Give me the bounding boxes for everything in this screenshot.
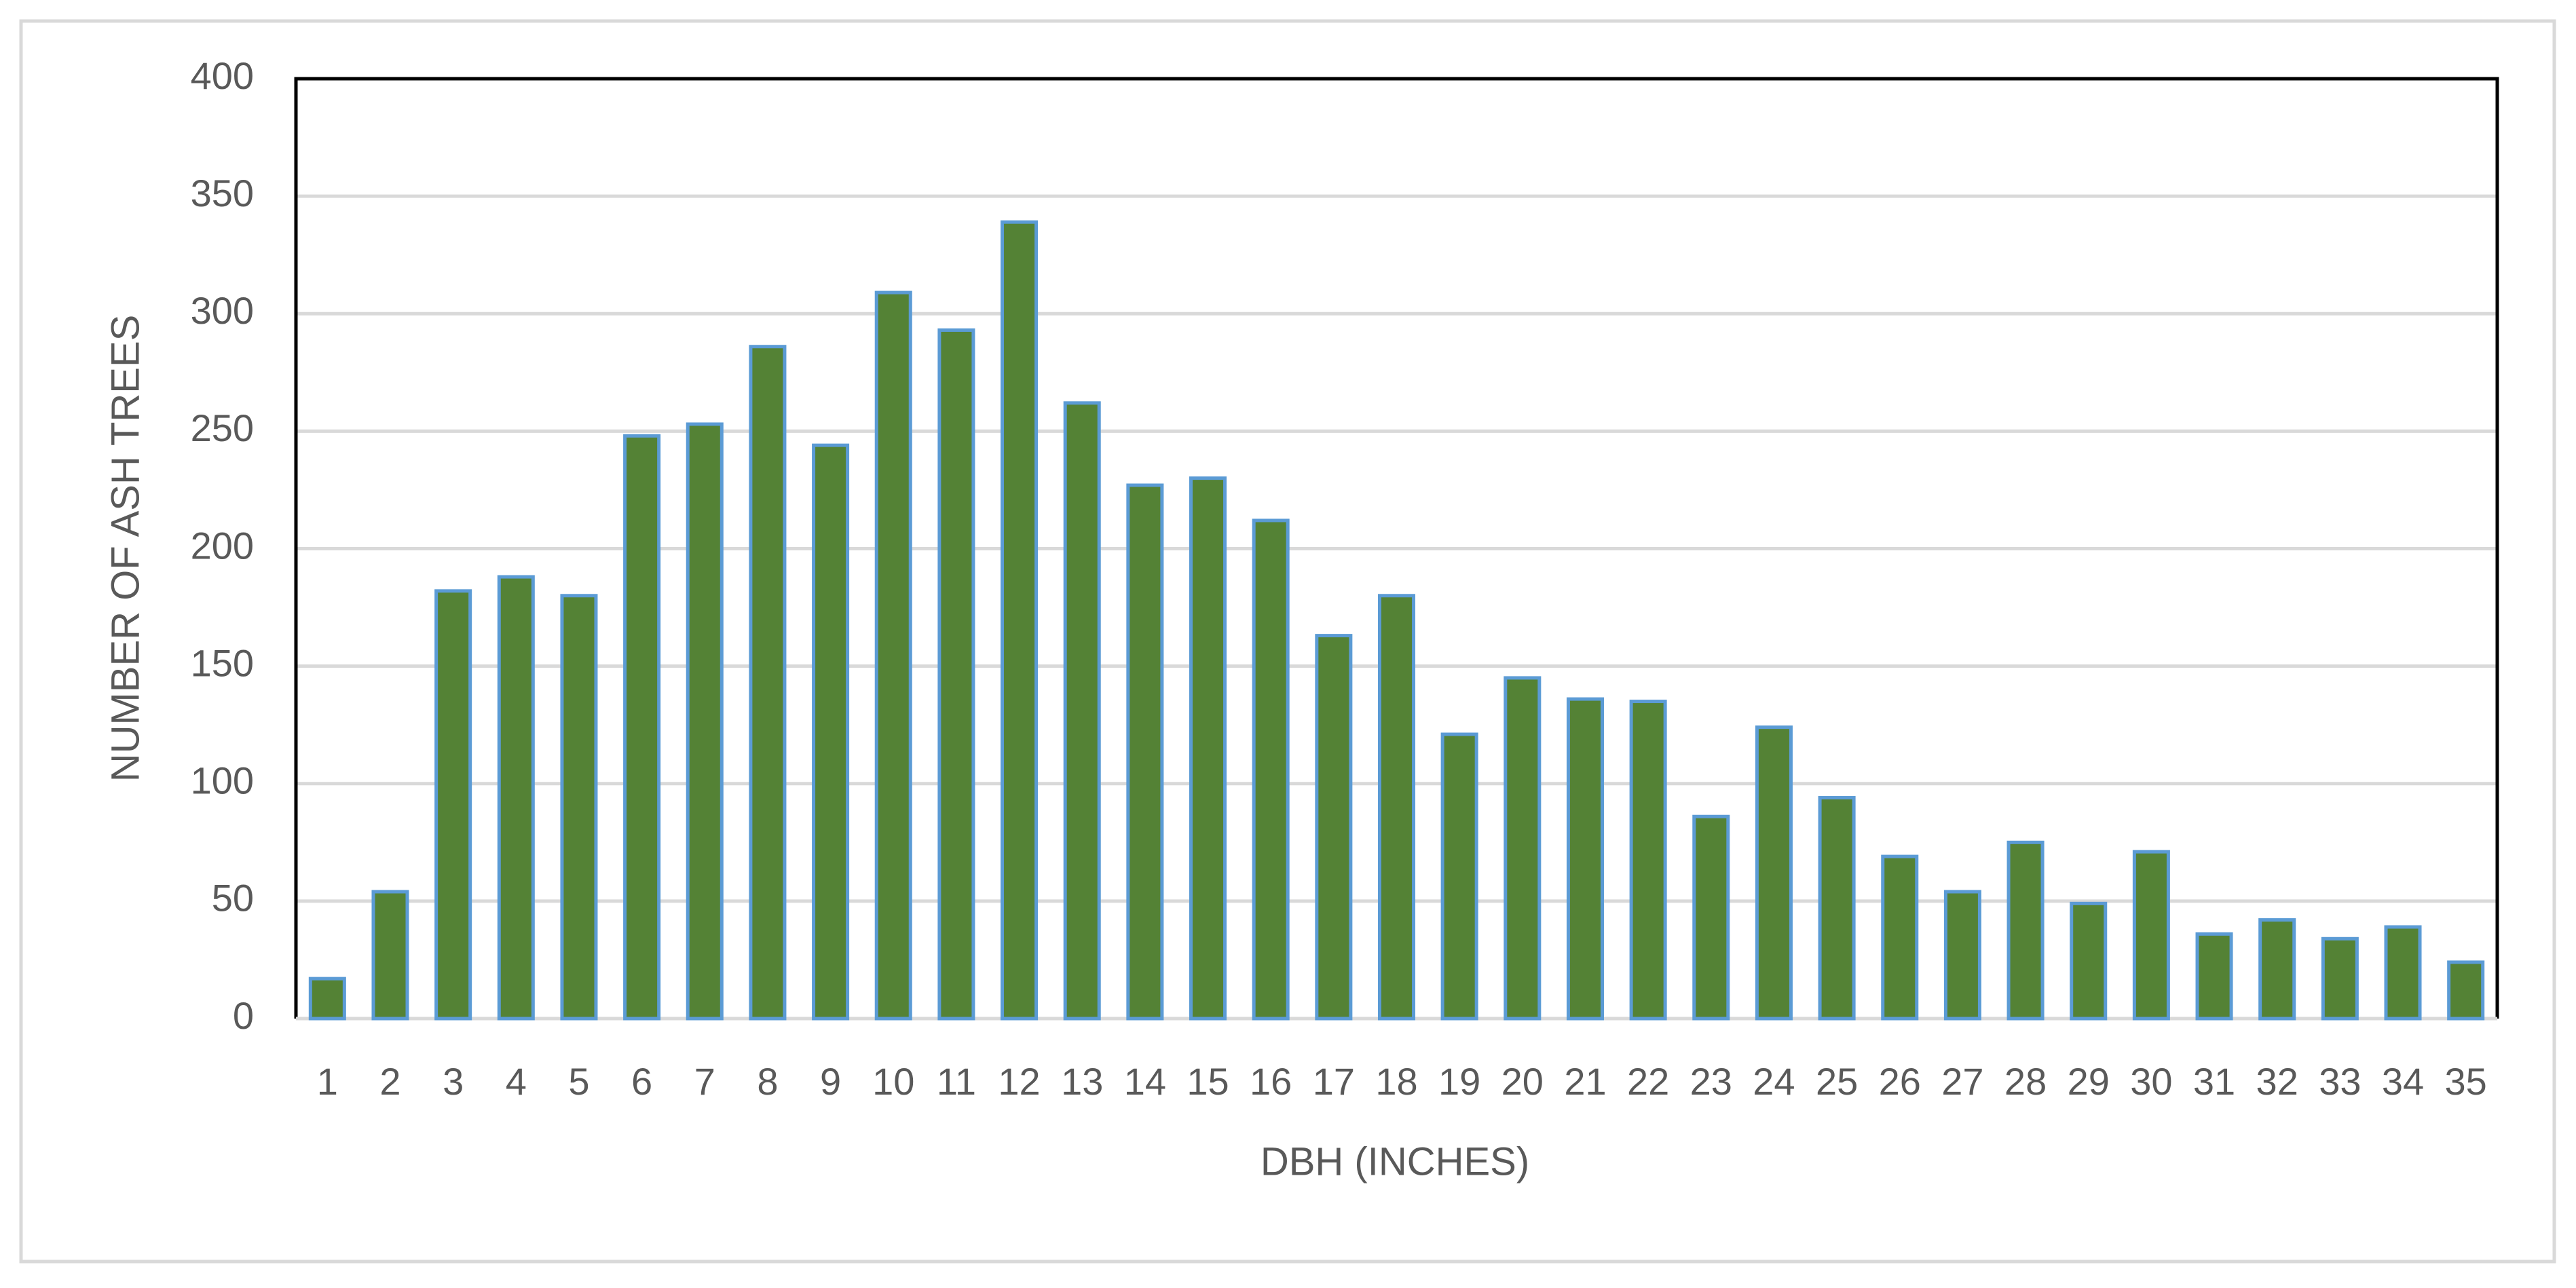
x-tick-label: 29: [2068, 1060, 2110, 1103]
bar: [1252, 518, 1290, 1021]
x-tick-label: 25: [1816, 1060, 1858, 1103]
x-tick-label: 11: [937, 1060, 976, 1103]
bar: [686, 422, 724, 1021]
bar: [1001, 220, 1039, 1021]
bar: [560, 594, 598, 1021]
y-tick-label: 50: [212, 877, 254, 920]
x-tick-label: 23: [1690, 1060, 1732, 1103]
x-tick-label: 6: [631, 1060, 652, 1103]
x-tick-label: 28: [2004, 1060, 2047, 1103]
x-tick-label: 13: [1061, 1060, 1103, 1103]
x-tick-label: 8: [757, 1060, 778, 1103]
bar: [1504, 676, 1542, 1021]
bar: [812, 443, 850, 1021]
x-tick-label: 4: [506, 1060, 527, 1103]
x-tick-label: 18: [1375, 1060, 1417, 1103]
x-tick-label: 20: [1501, 1060, 1544, 1103]
x-tick-label: 1: [317, 1060, 338, 1103]
y-tick-label: 300: [191, 289, 254, 332]
bar: [2006, 840, 2045, 1021]
x-tick-label: 10: [872, 1060, 914, 1103]
bar: [937, 328, 975, 1021]
bar: [2321, 936, 2359, 1021]
x-tick-label: 15: [1187, 1060, 1229, 1103]
bar: [308, 977, 346, 1021]
x-tick-label: 34: [2382, 1060, 2424, 1103]
x-tick-label: 33: [2319, 1060, 2361, 1103]
bar: [2447, 960, 2485, 1021]
bar: [749, 345, 787, 1021]
x-tick-label: 26: [1879, 1060, 1921, 1103]
bar: [1315, 634, 1353, 1021]
x-tick-label: 27: [1941, 1060, 1983, 1103]
x-tick-label: 19: [1438, 1060, 1480, 1103]
x-tick-label: 9: [820, 1060, 841, 1103]
x-tick-label: 16: [1250, 1060, 1292, 1103]
x-tick-label: 22: [1627, 1060, 1669, 1103]
bar: [1943, 890, 1981, 1021]
bar: [2070, 901, 2108, 1021]
y-tick-label: 0: [233, 994, 254, 1037]
bar: [1629, 700, 1667, 1021]
bar: [434, 589, 472, 1021]
bar: [1063, 401, 1101, 1021]
bar: [371, 890, 409, 1021]
bar: [1126, 483, 1164, 1021]
bar: [1189, 476, 1227, 1021]
bar: [874, 290, 912, 1021]
bar: [1818, 796, 1856, 1021]
x-tick-label: 5: [568, 1060, 589, 1103]
y-tick-label: 400: [191, 54, 254, 97]
bar: [497, 575, 535, 1021]
bar: [1377, 594, 1416, 1021]
x-tick-label: 3: [443, 1060, 464, 1103]
y-tick-label: 350: [191, 172, 254, 214]
x-tick-label: 35: [2445, 1060, 2487, 1103]
bar: [2384, 925, 2422, 1021]
x-tick-label: 31: [2193, 1060, 2235, 1103]
y-tick-label: 200: [191, 524, 254, 567]
x-tick-label: 2: [379, 1060, 400, 1103]
bar: [2258, 918, 2296, 1021]
bar: [1440, 732, 1478, 1021]
bar: [1692, 814, 1730, 1021]
x-tick-label: 24: [1753, 1060, 1795, 1103]
y-tick-label: 250: [191, 406, 254, 449]
x-tick-label: 7: [694, 1060, 715, 1103]
x-tick-label: 32: [2256, 1060, 2298, 1103]
bar: [2195, 932, 2233, 1021]
x-axis-title: DBH (INCHES): [1261, 1139, 1529, 1183]
plot-frame: [294, 77, 2499, 1019]
bar: [1566, 697, 1604, 1021]
x-tick-label: 14: [1124, 1060, 1166, 1103]
bar: [2132, 850, 2170, 1021]
y-axis-title: NUMBER OF ASH TREES: [103, 315, 147, 782]
x-tick-label: 17: [1313, 1060, 1355, 1103]
y-tick-label: 100: [191, 759, 254, 802]
y-tick-label: 150: [191, 641, 254, 684]
x-tick-label: 12: [998, 1060, 1040, 1103]
bar: [623, 434, 661, 1021]
x-tick-label: 30: [2130, 1060, 2172, 1103]
bar: [1755, 725, 1793, 1021]
x-tick-label: 21: [1564, 1060, 1606, 1103]
bar: [1881, 854, 1919, 1021]
